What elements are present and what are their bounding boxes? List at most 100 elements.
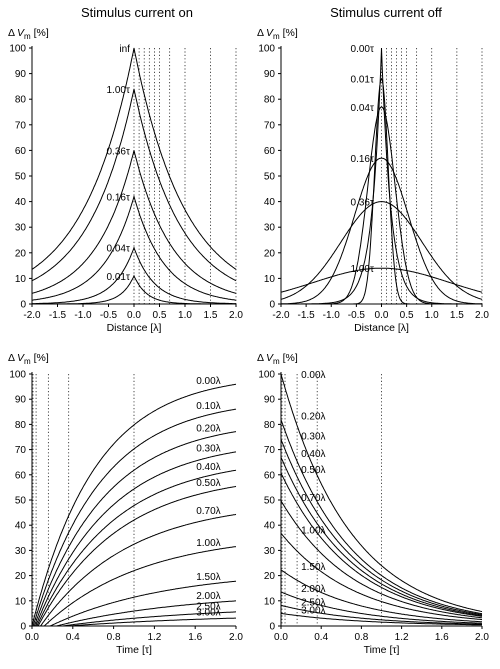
series-line [32,451,237,627]
series-label: 1.50λ [301,562,325,573]
y-axis-label: Δ Vm [%] [257,352,298,366]
y-tick-label: 0 [269,300,275,311]
y-label-var: V [266,352,274,364]
series-line [280,472,483,617]
series-line [280,532,483,621]
series-label: inf [119,44,130,55]
y-tick-label: 70 [264,445,276,456]
series-label: 2.00λ [196,591,220,602]
series-line [280,612,482,626]
series-label: 0.10λ [196,401,220,412]
y-label-unit: [%] [31,27,49,39]
y-tick-label: 70 [15,445,27,456]
series-line [32,513,237,627]
series-line [32,617,236,627]
x-tick-label: -1.0 [323,310,341,321]
series-label: 1.00λ [196,538,220,549]
x-tick-label: -2.0 [23,310,41,321]
y-tick-label: 40 [264,521,276,532]
y-label-unit: [%] [280,27,298,39]
series-line [32,546,237,627]
series-line [280,569,482,623]
series-label: 2.50λ [301,597,325,608]
y-tick-label: 30 [264,546,276,557]
series-label: 1.50λ [196,572,220,583]
y-tick-label: 80 [264,95,276,106]
y-label-unit: [%] [280,352,298,364]
x-tick-label: 0.5 [400,310,414,321]
panel-2: Stimulus current off Δ Vm [%] 0 10 20 30 40 50 60… [257,5,489,334]
y-label-sub: m [24,32,31,41]
y-tick-label: 100 [258,44,275,55]
y-tick-label: 40 [15,197,27,208]
y-tick-label: 10 [15,596,27,607]
series-line [280,500,483,619]
series-line [32,485,237,627]
series-line [280,457,483,616]
panel-1: Stimulus current on Δ Vm [%] 0 10 20 30 40 50 60 7… [8,5,243,334]
x-tick-label: 0.0 [274,632,288,643]
y-tick-label: 20 [15,248,27,259]
x-tick-label: 2.0 [229,632,243,643]
y-label-var: V [17,352,25,364]
y-axis-label: Δ Vm [%] [8,352,49,366]
series-line [281,106,482,305]
y-tick-label: 60 [15,146,27,157]
series-line [280,373,483,612]
series-line [32,408,237,627]
series-label: 1.00λ [301,525,325,536]
x-tick-label: -0.5 [348,310,366,321]
x-tick-label: 1.0 [178,310,192,321]
series-label: 0.01τ [106,272,129,283]
series-label: 0.50λ [301,465,325,476]
series-label: 0.00λ [301,370,325,381]
x-tick-label: 1.6 [188,632,202,643]
series-line [280,604,482,625]
y-tick-label: 50 [264,172,276,183]
y-tick-label: 10 [264,274,276,285]
series-line [280,439,483,616]
series-label: 0.00τ [351,44,374,55]
x-tick-label: 0.0 [25,632,39,643]
series-label: 0.16τ [106,192,129,203]
panel-3: Δ Vm [%] 0 10 20 30 40 50 60 70 80 90 100 0.0 0.4 0.8 1.… [8,352,243,656]
x-tick-label: 2.0 [475,310,489,321]
y-label-unit: [%] [31,352,49,364]
y-tick-label: 10 [15,274,27,285]
y-tick-label: 0 [20,300,26,311]
x-axis-label: Time [τ] [116,644,152,656]
y-tick-label: 60 [264,470,276,481]
y-tick-label: 40 [15,521,27,532]
series-label: 2.00λ [301,584,325,595]
y-tick-label: 50 [264,496,276,507]
series-label: 0.04τ [106,244,129,255]
x-tick-label: 2.0 [475,632,489,643]
y-tick-label: 90 [264,69,276,80]
series-label: 0.30λ [196,444,220,455]
y-tick-label: 10 [264,596,276,607]
y-tick-label: 80 [15,95,27,106]
series-label: 0.20λ [301,412,325,423]
x-axis-label: Distance [λ] [354,322,409,334]
y-axis-label: Δ Vm [%] [257,27,298,41]
x-tick-label: -1.5 [298,310,316,321]
y-tick-label: 40 [264,197,276,208]
x-tick-label: 0.4 [66,632,80,643]
y-tick-label: 50 [15,172,27,183]
series-line [280,267,483,293]
y-tick-label: 60 [264,146,276,157]
series-line [32,580,237,627]
series-label: 0.20λ [196,423,220,434]
series-label: 1.00τ [106,85,129,96]
series-line [280,419,483,615]
x-tick-label: -1.5 [49,310,67,321]
y-tick-label: 70 [264,120,276,131]
series-label: 0.40λ [196,462,220,473]
series-label: 2.50λ [196,602,220,613]
y-label-delta: Δ [8,27,15,39]
series-label: 0.16τ [351,154,374,165]
series-label: 3.00λ [196,608,220,619]
series-line [31,383,237,627]
x-tick-label: -0.5 [100,310,118,321]
panel-title: Stimulus current off [330,5,442,20]
